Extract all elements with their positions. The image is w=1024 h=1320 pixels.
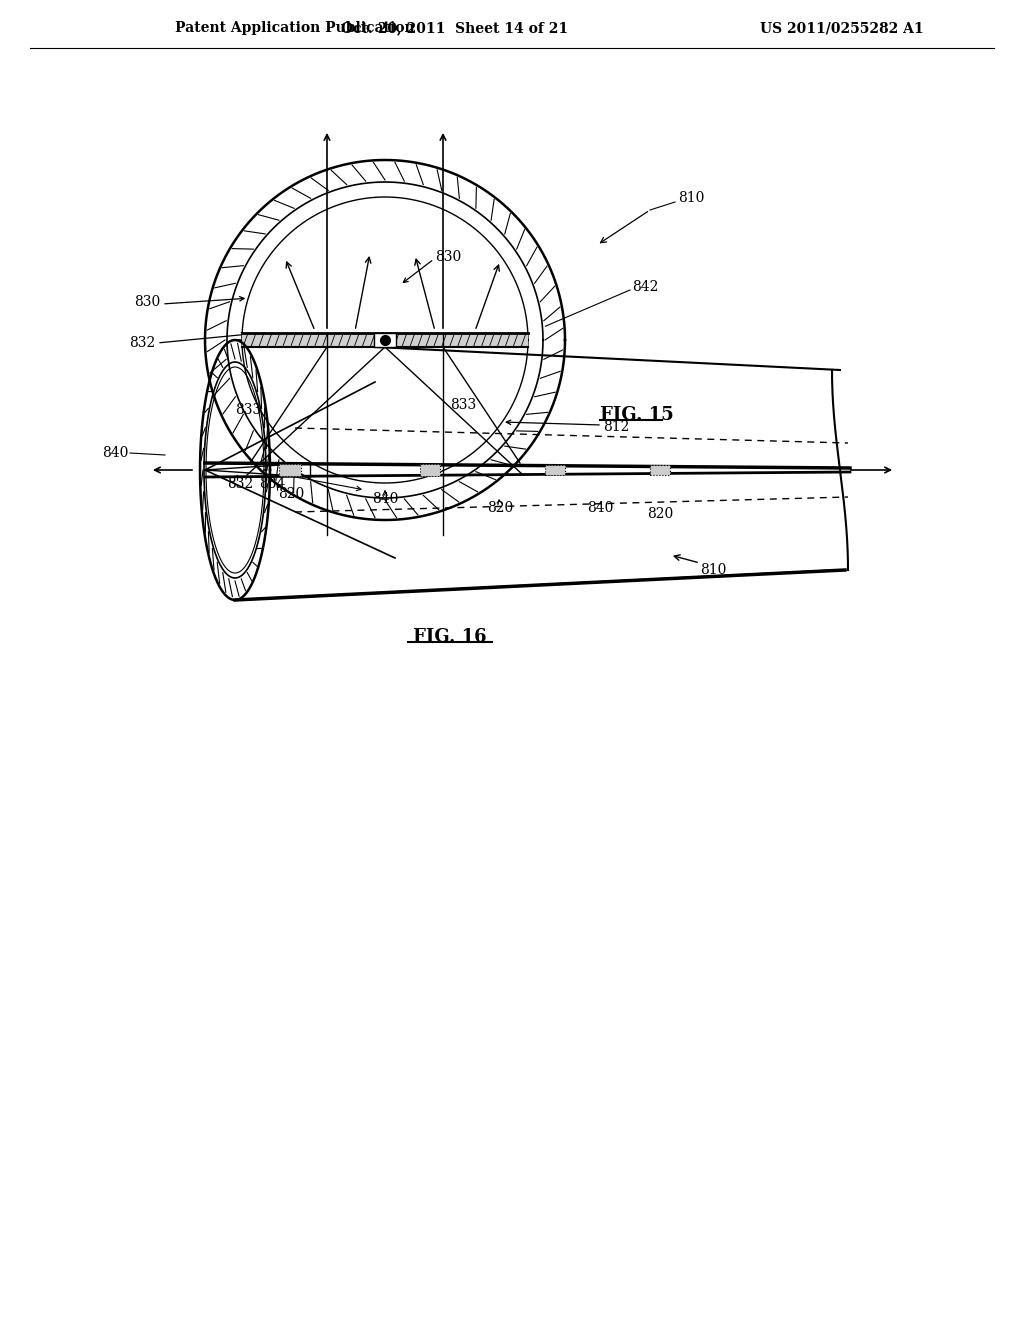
Text: 840: 840 — [587, 502, 613, 515]
Text: 832: 832 — [227, 477, 253, 491]
Text: Patent Application Publication: Patent Application Publication — [175, 21, 415, 36]
Text: 834: 834 — [259, 477, 286, 491]
Text: 820: 820 — [312, 337, 338, 350]
Polygon shape — [374, 333, 396, 347]
Text: 830: 830 — [134, 294, 160, 309]
Polygon shape — [545, 465, 565, 475]
Text: 814: 814 — [375, 337, 401, 350]
Text: 842: 842 — [632, 280, 658, 294]
Polygon shape — [650, 465, 670, 475]
Text: 840: 840 — [372, 492, 398, 506]
Text: 840: 840 — [101, 446, 128, 459]
Polygon shape — [242, 333, 528, 347]
Text: 820: 820 — [486, 502, 513, 515]
Text: 820: 820 — [278, 487, 304, 502]
Text: FIG. 15: FIG. 15 — [600, 407, 674, 424]
Text: 820: 820 — [647, 507, 673, 521]
Text: 810: 810 — [678, 191, 705, 205]
Text: 833: 833 — [450, 399, 476, 412]
Text: US 2011/0255282 A1: US 2011/0255282 A1 — [760, 21, 924, 36]
Text: 810: 810 — [700, 564, 726, 577]
Text: 830: 830 — [435, 249, 461, 264]
Polygon shape — [280, 465, 301, 477]
Text: 832: 832 — [129, 337, 155, 350]
Text: 812: 812 — [603, 420, 630, 434]
Text: Oct. 20, 2011  Sheet 14 of 21: Oct. 20, 2011 Sheet 14 of 21 — [341, 21, 568, 36]
Text: 833: 833 — [234, 403, 261, 417]
Text: FIG. 16: FIG. 16 — [414, 628, 486, 645]
Polygon shape — [420, 465, 440, 475]
